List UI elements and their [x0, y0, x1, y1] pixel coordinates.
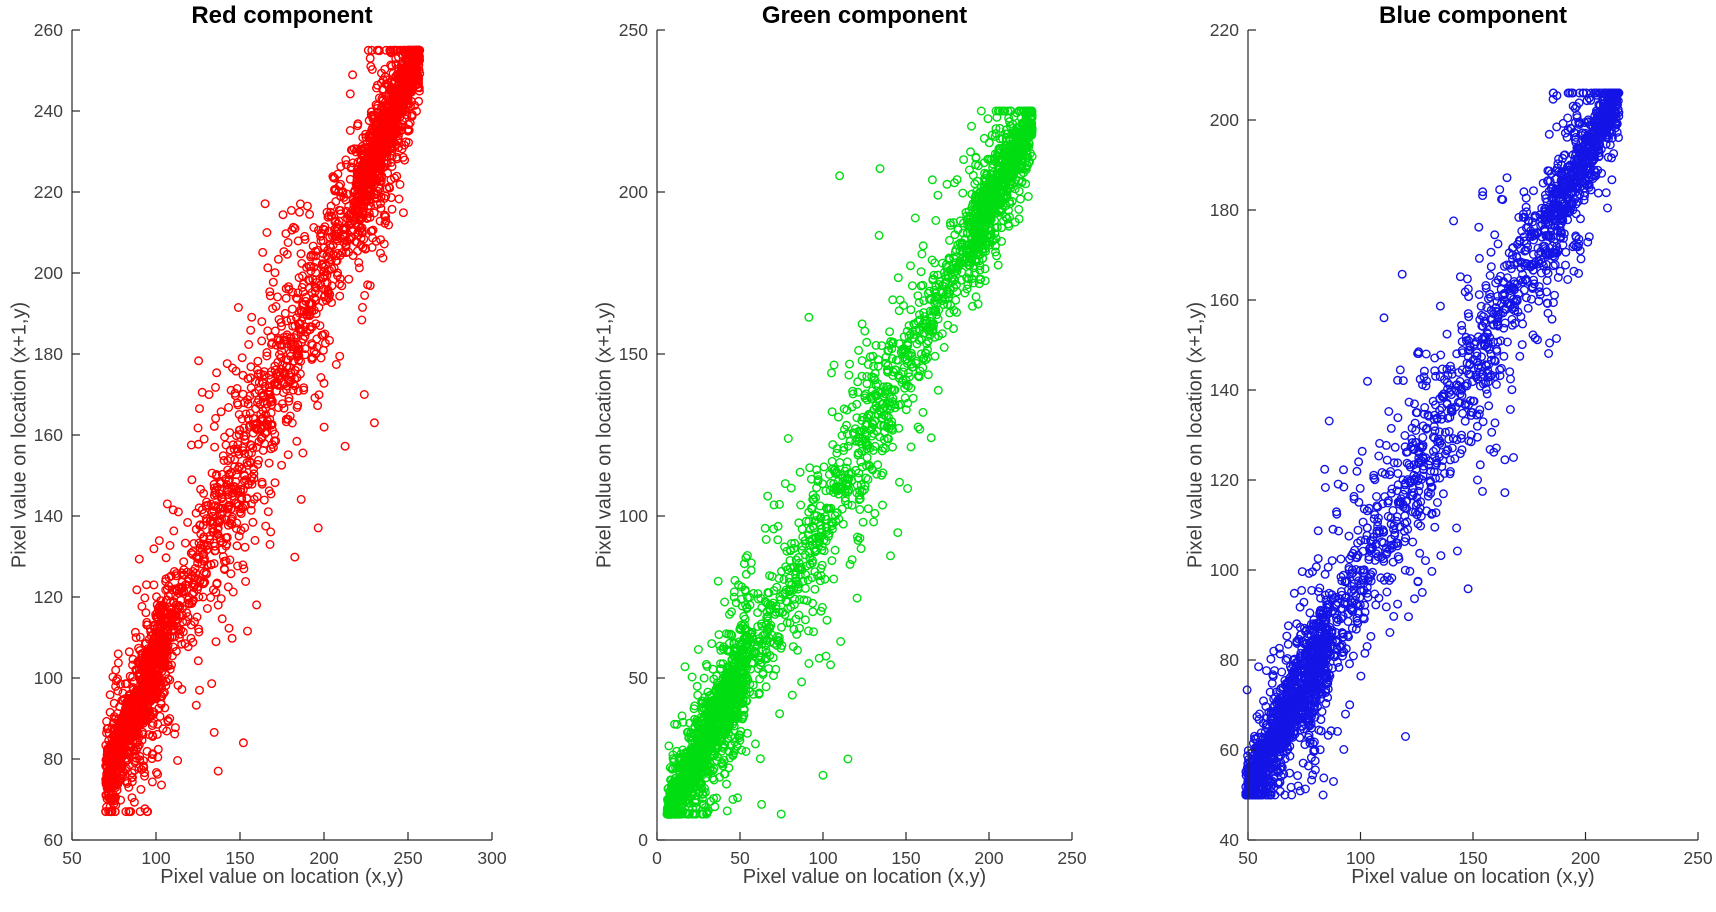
- y-tick-label: 240: [34, 101, 63, 121]
- y-tick-label: 250: [619, 20, 648, 40]
- x-tick-label: 150: [1458, 848, 1487, 868]
- y-tick-label: 140: [34, 506, 63, 526]
- scatter-points: [101, 45, 425, 817]
- y-tick-label: 100: [34, 668, 63, 688]
- x-tick-label: 50: [1238, 848, 1258, 868]
- y-tick-label: 100: [1210, 560, 1239, 580]
- x-tick-label: 100: [1346, 848, 1375, 868]
- y-tick-label: 80: [1220, 650, 1240, 670]
- x-tick-label: 250: [1057, 848, 1086, 868]
- panel-blue: 50 100 150 200 250 40 60 80 100 120 140 160 180 200 22…: [1210, 20, 1713, 868]
- y-tick-label: 150: [619, 344, 648, 364]
- y-tick-label: 200: [619, 182, 648, 202]
- y-tick-label: 140: [1210, 380, 1239, 400]
- x-tick-label: 0: [652, 848, 662, 868]
- x-tick-label: 250: [1683, 848, 1712, 868]
- x-tick-label: 50: [62, 848, 82, 868]
- y-tick-label: 60: [1220, 740, 1240, 760]
- y-tick-label: 200: [34, 263, 63, 283]
- tick-labels: 50 100 150 200 250 40 60 80 100 120 140 160 180 200 22…: [1210, 20, 1713, 868]
- y-tick-label: 180: [34, 344, 63, 364]
- x-tick-label: 250: [393, 848, 422, 868]
- y-tick-label: 50: [629, 668, 649, 688]
- panel-green: 0 50 100 150 200 250 0 50 100 150 200 250: [619, 20, 1087, 868]
- y-tick-label: 160: [34, 425, 63, 445]
- scatter-points: [662, 106, 1037, 819]
- axes: [71, 29, 493, 841]
- x-tick-label: 100: [141, 848, 170, 868]
- x-axis-label-red: Pixel value on location (x,y): [160, 866, 404, 888]
- x-tick-label: 200: [1571, 848, 1600, 868]
- y-tick-label: 220: [34, 182, 63, 202]
- y-tick-label: 200: [1210, 110, 1239, 130]
- y-tick-label: 40: [1220, 830, 1240, 850]
- y-tick-label: 120: [1210, 470, 1239, 490]
- x-tick-label: 50: [730, 848, 750, 868]
- x-tick-label: 100: [808, 848, 837, 868]
- y-tick-label: 100: [619, 506, 648, 526]
- x-axis-label-green: Pixel value on location (x,y): [742, 866, 987, 888]
- x-tick-label: 200: [974, 848, 1003, 868]
- tick-labels: 50 100 150 200 250 300 60 80 100 120 140 160 180 200 2…: [34, 20, 507, 868]
- y-tick-label: 0: [638, 830, 648, 850]
- x-tick-label: 150: [891, 848, 920, 868]
- y-tick-label: 80: [44, 749, 64, 769]
- scatter-points: [1241, 88, 1624, 800]
- tick-labels: 0 50 100 150 200 250 0 50 100 150 200 250: [619, 20, 1087, 868]
- y-tick-label: 60: [44, 830, 64, 850]
- x-tick-label: 300: [477, 848, 506, 868]
- y-axis-label-red: Pixel value on location (x+1,y): [8, 301, 31, 569]
- axes: [656, 29, 1073, 841]
- x-tick-label: 200: [309, 848, 338, 868]
- chart-title-blue: Blue component: [1378, 2, 1567, 29]
- y-tick-label: 220: [1210, 20, 1239, 40]
- chart-title-red: Red component: [191, 2, 373, 29]
- chart-title-green: Green component: [761, 2, 968, 29]
- y-tick-label: 260: [34, 20, 63, 40]
- y-tick-label: 160: [1210, 290, 1239, 310]
- panel-red: 50 100 150 200 250 300 60 80 100 120 140 160 180 200 2…: [34, 20, 507, 868]
- y-tick-label: 120: [34, 587, 63, 607]
- y-tick-label: 180: [1210, 200, 1239, 220]
- y-axis-label-blue: Pixel value on location (x+1,y): [1184, 301, 1207, 569]
- y-axis-label-green: Pixel value on location (x+1,y): [593, 301, 616, 569]
- axes: [1247, 29, 1699, 841]
- x-axis-label-blue: Pixel value on location (x,y): [1351, 866, 1595, 888]
- x-tick-label: 150: [225, 848, 254, 868]
